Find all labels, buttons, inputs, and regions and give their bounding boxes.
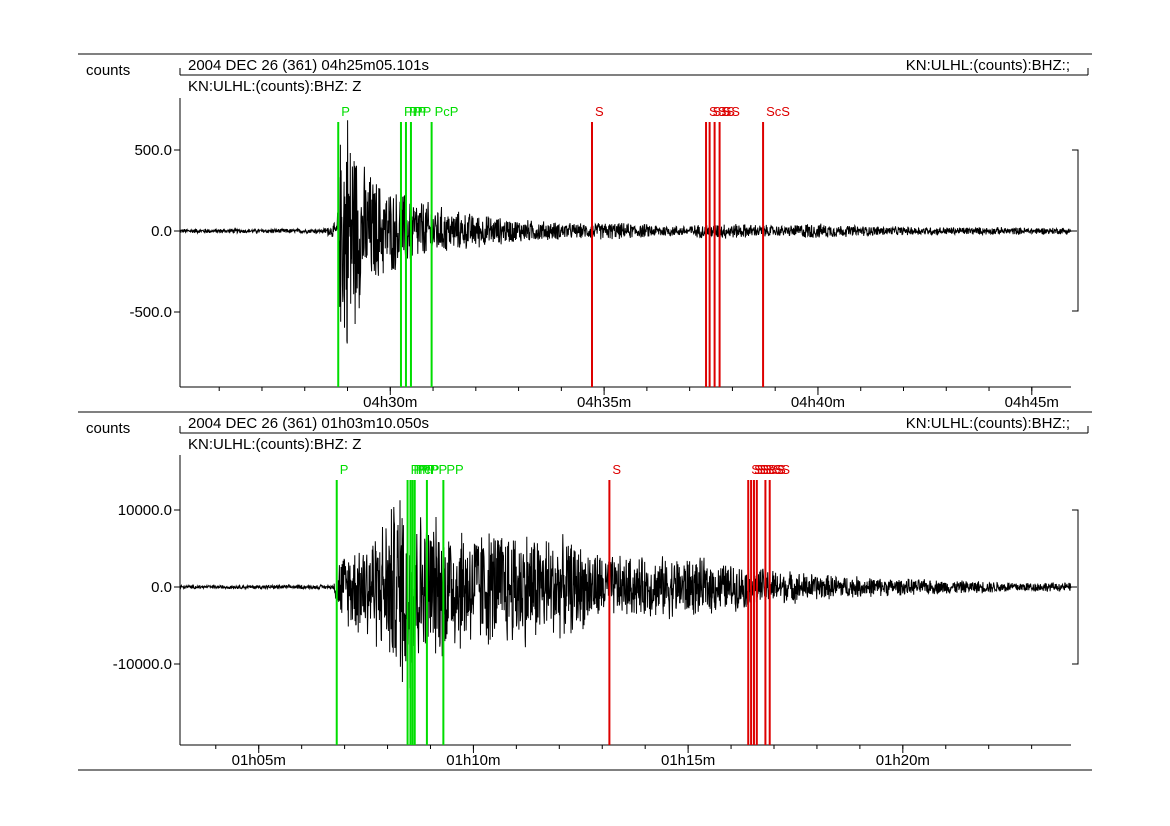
- phase-label: SS: [773, 462, 791, 477]
- phase-label: PP: [411, 462, 428, 477]
- phase-label: PP: [418, 462, 435, 477]
- x-tick-label: 04h45m: [1005, 394, 1059, 411]
- seismic-trace: [179, 120, 1072, 344]
- panel-2: 10000.0 0.0 -10000.0 01h05m 01h10m 01h15m 01h2…: [113, 455, 1077, 769]
- phase-label: PP: [414, 104, 431, 119]
- phase-label: ScS: [766, 104, 790, 119]
- panel-1-ylabel: counts: [86, 62, 130, 79]
- y-tick-label: 0.0: [151, 223, 172, 240]
- seismic-trace: [179, 500, 1072, 689]
- phase-label: S: [612, 462, 621, 477]
- phase-label: SS: [757, 462, 775, 477]
- panel-2-header: counts 2004 DEC 26 (361) 01h03m10.050s K…: [86, 415, 1089, 453]
- phase-label: SS: [709, 104, 727, 119]
- x-tick-label: 04h40m: [791, 394, 845, 411]
- phase-label: SS: [718, 104, 736, 119]
- y-tick-label: 500.0: [134, 142, 172, 159]
- phase-label: PcP: [416, 462, 440, 477]
- y-tick-label: 0.0: [151, 579, 172, 596]
- panel-1-title: 2004 DEC 26 (361) 04h25m05.101s: [188, 57, 429, 74]
- phase-label: PP: [413, 462, 430, 477]
- phase-label: PcP: [435, 104, 459, 119]
- x-tick-label: 01h15m: [661, 752, 715, 769]
- phase-label: PP: [430, 462, 447, 477]
- x-tick-label: 01h05m: [232, 752, 286, 769]
- panel-2-scale-bracket: [1072, 509, 1079, 665]
- y-tick-label: 10000.0: [118, 502, 172, 519]
- phase-label: S: [595, 104, 604, 119]
- panel-1-header: counts 2004 DEC 26 (361) 04h25m05.101s K…: [86, 57, 1089, 95]
- panel-2-title: 2004 DEC 26 (361) 01h03m10.050s: [188, 415, 429, 432]
- phase-label: P: [341, 104, 350, 119]
- x-tick-label: 01h20m: [876, 752, 930, 769]
- y-tick-label: -10000.0: [113, 656, 172, 673]
- y-tick-label: -500.0: [129, 304, 172, 321]
- x-tick-label: 01h10m: [446, 752, 500, 769]
- panel-2-ylabel: counts: [86, 420, 130, 437]
- phase-label: PP: [409, 104, 426, 119]
- phase-label: SS: [754, 462, 772, 477]
- phase-label: ScS: [760, 462, 784, 477]
- panel-1-channel-left: KN:ULHL:(counts):BHZ: Z: [188, 78, 361, 95]
- phase-label: PP: [446, 462, 463, 477]
- panel-2-channel-right: KN:ULHL:(counts):BHZ:;: [906, 415, 1070, 432]
- x-tick-label: 04h30m: [363, 394, 417, 411]
- phase-label: P: [340, 462, 349, 477]
- phase-label: SS: [751, 462, 769, 477]
- phase-label: SS: [713, 104, 731, 119]
- panel-1-scale-bracket: [1072, 149, 1079, 312]
- panel-2-channel-left: KN:ULHL:(counts):BHZ: Z: [188, 436, 361, 453]
- phase-label: SS: [768, 462, 786, 477]
- phase-label: SS: [723, 104, 741, 119]
- phase-label: PP: [404, 104, 421, 119]
- x-tick-label: 04h35m: [577, 394, 631, 411]
- panel-1-channel-right: KN:ULHL:(counts):BHZ:;: [906, 57, 1070, 74]
